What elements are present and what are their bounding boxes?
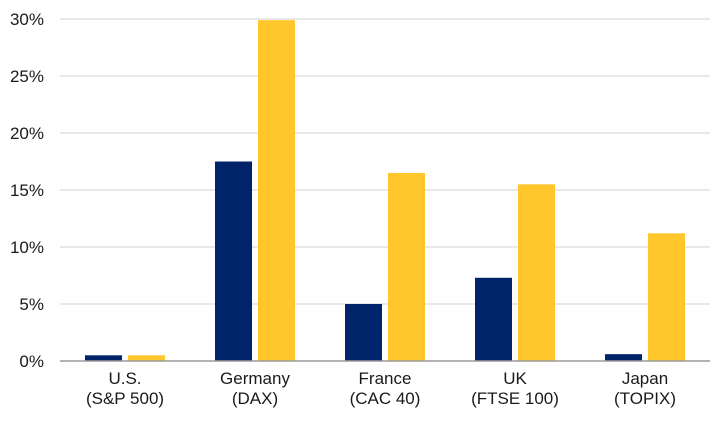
y-tick-label: 15% [10, 181, 44, 200]
x-category-label: (TOPIX) [614, 389, 676, 408]
bar-series-1 [85, 355, 122, 361]
bar-series-1 [605, 354, 642, 361]
bar-series-2 [258, 20, 295, 361]
y-tick-label: 25% [10, 67, 44, 86]
y-tick-label: 10% [10, 238, 44, 257]
y-tick-label: 0% [19, 352, 44, 371]
bar-series-2 [648, 233, 685, 361]
y-axis-tick-labels: 0% 5% 10% 15% 20% 25% 30% [10, 10, 44, 371]
x-category-label: (S&P 500) [86, 389, 164, 408]
bar-series-2 [518, 184, 555, 361]
bar-series-1 [345, 304, 382, 361]
bar-series-2 [388, 172, 425, 361]
y-tick-label: 20% [10, 124, 44, 143]
x-category-label: U.S. [108, 369, 141, 388]
x-axis-category-labels: U.S.(S&P 500) Germany(DAX) France(CAC 40) U… [86, 369, 676, 408]
bar-series-1 [475, 277, 512, 361]
x-category-label: (FTSE 100) [471, 389, 559, 408]
y-tick-label: 30% [10, 10, 44, 29]
x-category-label: Germany [220, 369, 290, 388]
x-category-label: UK [503, 369, 527, 388]
bar-series-1 [215, 161, 252, 361]
bar-series-2 [128, 355, 165, 361]
bars [85, 20, 685, 361]
y-tick-label: 5% [19, 295, 44, 314]
x-category-label: France [359, 369, 412, 388]
gridlines [60, 18, 710, 305]
x-category-label: (CAC 40) [350, 389, 421, 408]
x-category-label: (DAX) [232, 389, 278, 408]
x-category-label: Japan [622, 369, 668, 388]
